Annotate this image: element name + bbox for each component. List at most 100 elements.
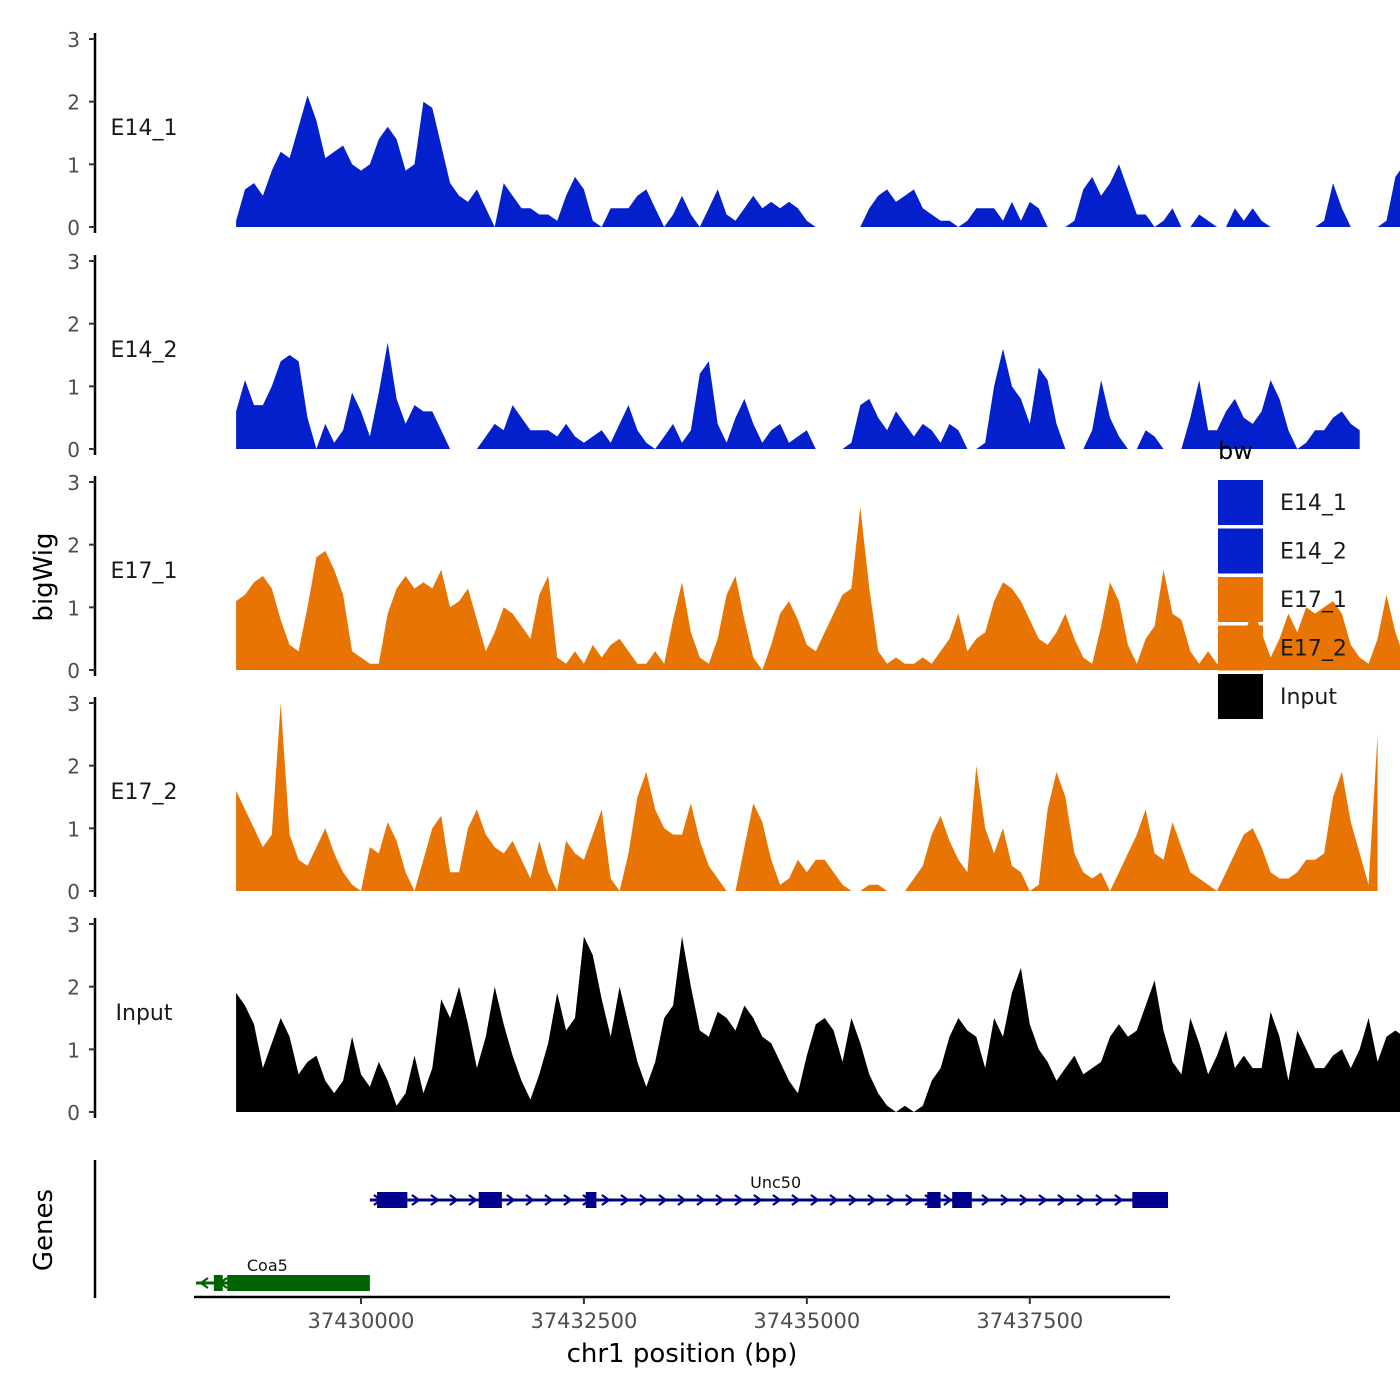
strand-arrow (468, 1194, 478, 1206)
area-e14-2 (236, 342, 1360, 449)
legend-swatch-e14-1 (1218, 480, 1263, 525)
track-label: E17_1 (111, 559, 178, 584)
x-tick-label: 37432500 (530, 1309, 637, 1333)
track-e14-1: 0 1 2 3 E14_1 (67, 28, 1400, 240)
strand-arrow (753, 1194, 763, 1206)
strand-arrow (943, 1194, 953, 1206)
gene-exon (1132, 1192, 1168, 1208)
y-tick-label: 3 (67, 471, 80, 495)
strand-arrow (1038, 1194, 1048, 1206)
y-tick-label: 2 (67, 313, 80, 337)
gene-exon (377, 1192, 408, 1208)
legend-swatch-e14-2 (1218, 528, 1263, 574)
track-e17-1: 0 1 2 3 E17_1 (67, 471, 1400, 683)
gene-exon (227, 1275, 370, 1291)
y-tick-label: 1 (67, 817, 80, 841)
strand-arrow (525, 1194, 535, 1206)
y-axis-label: bigWig (29, 532, 59, 621)
x-tick-label: 37437500 (976, 1309, 1083, 1333)
strand-arrow (411, 1194, 421, 1206)
genes-track-label: Genes (29, 1189, 59, 1271)
legend-label-e17-2: E17_2 (1280, 637, 1347, 662)
area-e17-1 (236, 507, 1400, 670)
strand-arrow (639, 1194, 649, 1206)
strand-arrow (886, 1194, 896, 1206)
strand-arrow (620, 1194, 630, 1206)
area-e17-2 (236, 703, 1378, 891)
legend: bw E14_1 E14_2 E17_1 E17_2 Input (1218, 437, 1347, 719)
track-e14-2: 0 1 2 3 E14_2 (67, 250, 1360, 462)
y-tick-label: 1 (67, 375, 80, 399)
y-tick-label: 0 (67, 1101, 80, 1125)
strand-arrow (563, 1194, 573, 1206)
strand-arrow (734, 1194, 744, 1206)
y-tick-label: 3 (67, 28, 80, 52)
y-tick-label: 2 (67, 534, 80, 558)
legend-label-e17-1: E17_1 (1280, 588, 1347, 613)
gene-exon (585, 1192, 597, 1208)
gene-exon (952, 1192, 972, 1208)
strand-arrow (829, 1194, 839, 1206)
strand-arrow (715, 1194, 725, 1206)
strand-arrow (1019, 1194, 1029, 1206)
gene-coa5: Coa5 (196, 1256, 370, 1291)
y-tick-label: 0 (67, 438, 80, 462)
strand-arrow (1095, 1194, 1105, 1206)
track-e17-2: 0 1 2 3 E17_2 (67, 692, 1378, 904)
strand-arrow (981, 1194, 991, 1206)
strand-arrow (506, 1194, 516, 1206)
gene-label: Coa5 (247, 1256, 288, 1275)
gene-exon (213, 1275, 223, 1291)
strand-arrow (449, 1194, 459, 1206)
strand-arrow (199, 1277, 209, 1289)
legend-swatch-e17-1 (1218, 577, 1263, 622)
area-input (236, 936, 1400, 1112)
strand-arrow (1057, 1194, 1067, 1206)
legend-swatch-e17-2 (1218, 625, 1263, 671)
legend-title: bw (1218, 437, 1253, 465)
strand-arrow (867, 1194, 877, 1206)
area-e14-1 (236, 95, 1400, 227)
legend-swatch-input (1218, 674, 1263, 719)
track-label: E14_1 (111, 116, 178, 141)
track-label: E14_2 (111, 338, 178, 363)
y-tick-label: 0 (67, 216, 80, 240)
genes-track: Coa5 Unc50 (93, 1160, 1168, 1298)
x-tick-label: 37430000 (308, 1309, 415, 1333)
y-tick-label: 3 (67, 250, 80, 274)
strand-arrow (696, 1194, 706, 1206)
y-tick-label: 1 (67, 153, 80, 177)
legend-label-e14-2: E14_2 (1280, 540, 1347, 565)
gene-unc50: Unc50 (369, 1173, 1168, 1208)
strand-arrow (601, 1194, 611, 1206)
strand-arrow (677, 1194, 687, 1206)
x-axis-label: chr1 position (bp) (567, 1339, 798, 1369)
x-tick-label: 37435000 (753, 1309, 860, 1333)
strand-arrow (848, 1194, 858, 1206)
track-label: Input (116, 1001, 173, 1026)
y-tick-label: 0 (67, 659, 80, 683)
strand-arrow (810, 1194, 820, 1206)
strand-arrow (1076, 1194, 1086, 1206)
y-tick-label: 1 (67, 1038, 80, 1062)
strand-arrow (1114, 1194, 1124, 1206)
strand-arrow (544, 1194, 554, 1206)
y-tick-label: 0 (67, 880, 80, 904)
signal-tracks: 0 1 2 3 E14_1 0 1 2 3 E14_2 0 1 2 3 E17_1 0 1 2 3 E17_2 0 1 2 3… (67, 28, 1400, 1125)
track-label: E17_2 (111, 780, 178, 805)
legend-label-e14-1: E14_1 (1280, 491, 1347, 516)
y-tick-label: 3 (67, 913, 80, 937)
strand-arrow (1000, 1194, 1010, 1206)
y-tick-label: 2 (67, 755, 80, 779)
strand-arrow (430, 1194, 440, 1206)
strand-arrow (791, 1194, 801, 1206)
x-axis: 37430000 37432500 37435000 37437500 (194, 1295, 1170, 1333)
gene-label: Unc50 (750, 1173, 801, 1192)
y-tick-label: 1 (67, 596, 80, 620)
strand-arrow (772, 1194, 782, 1206)
y-tick-label: 3 (67, 692, 80, 716)
y-tick-label: 2 (67, 976, 80, 1000)
gene-exon (927, 1192, 941, 1208)
strand-arrow (658, 1194, 668, 1206)
